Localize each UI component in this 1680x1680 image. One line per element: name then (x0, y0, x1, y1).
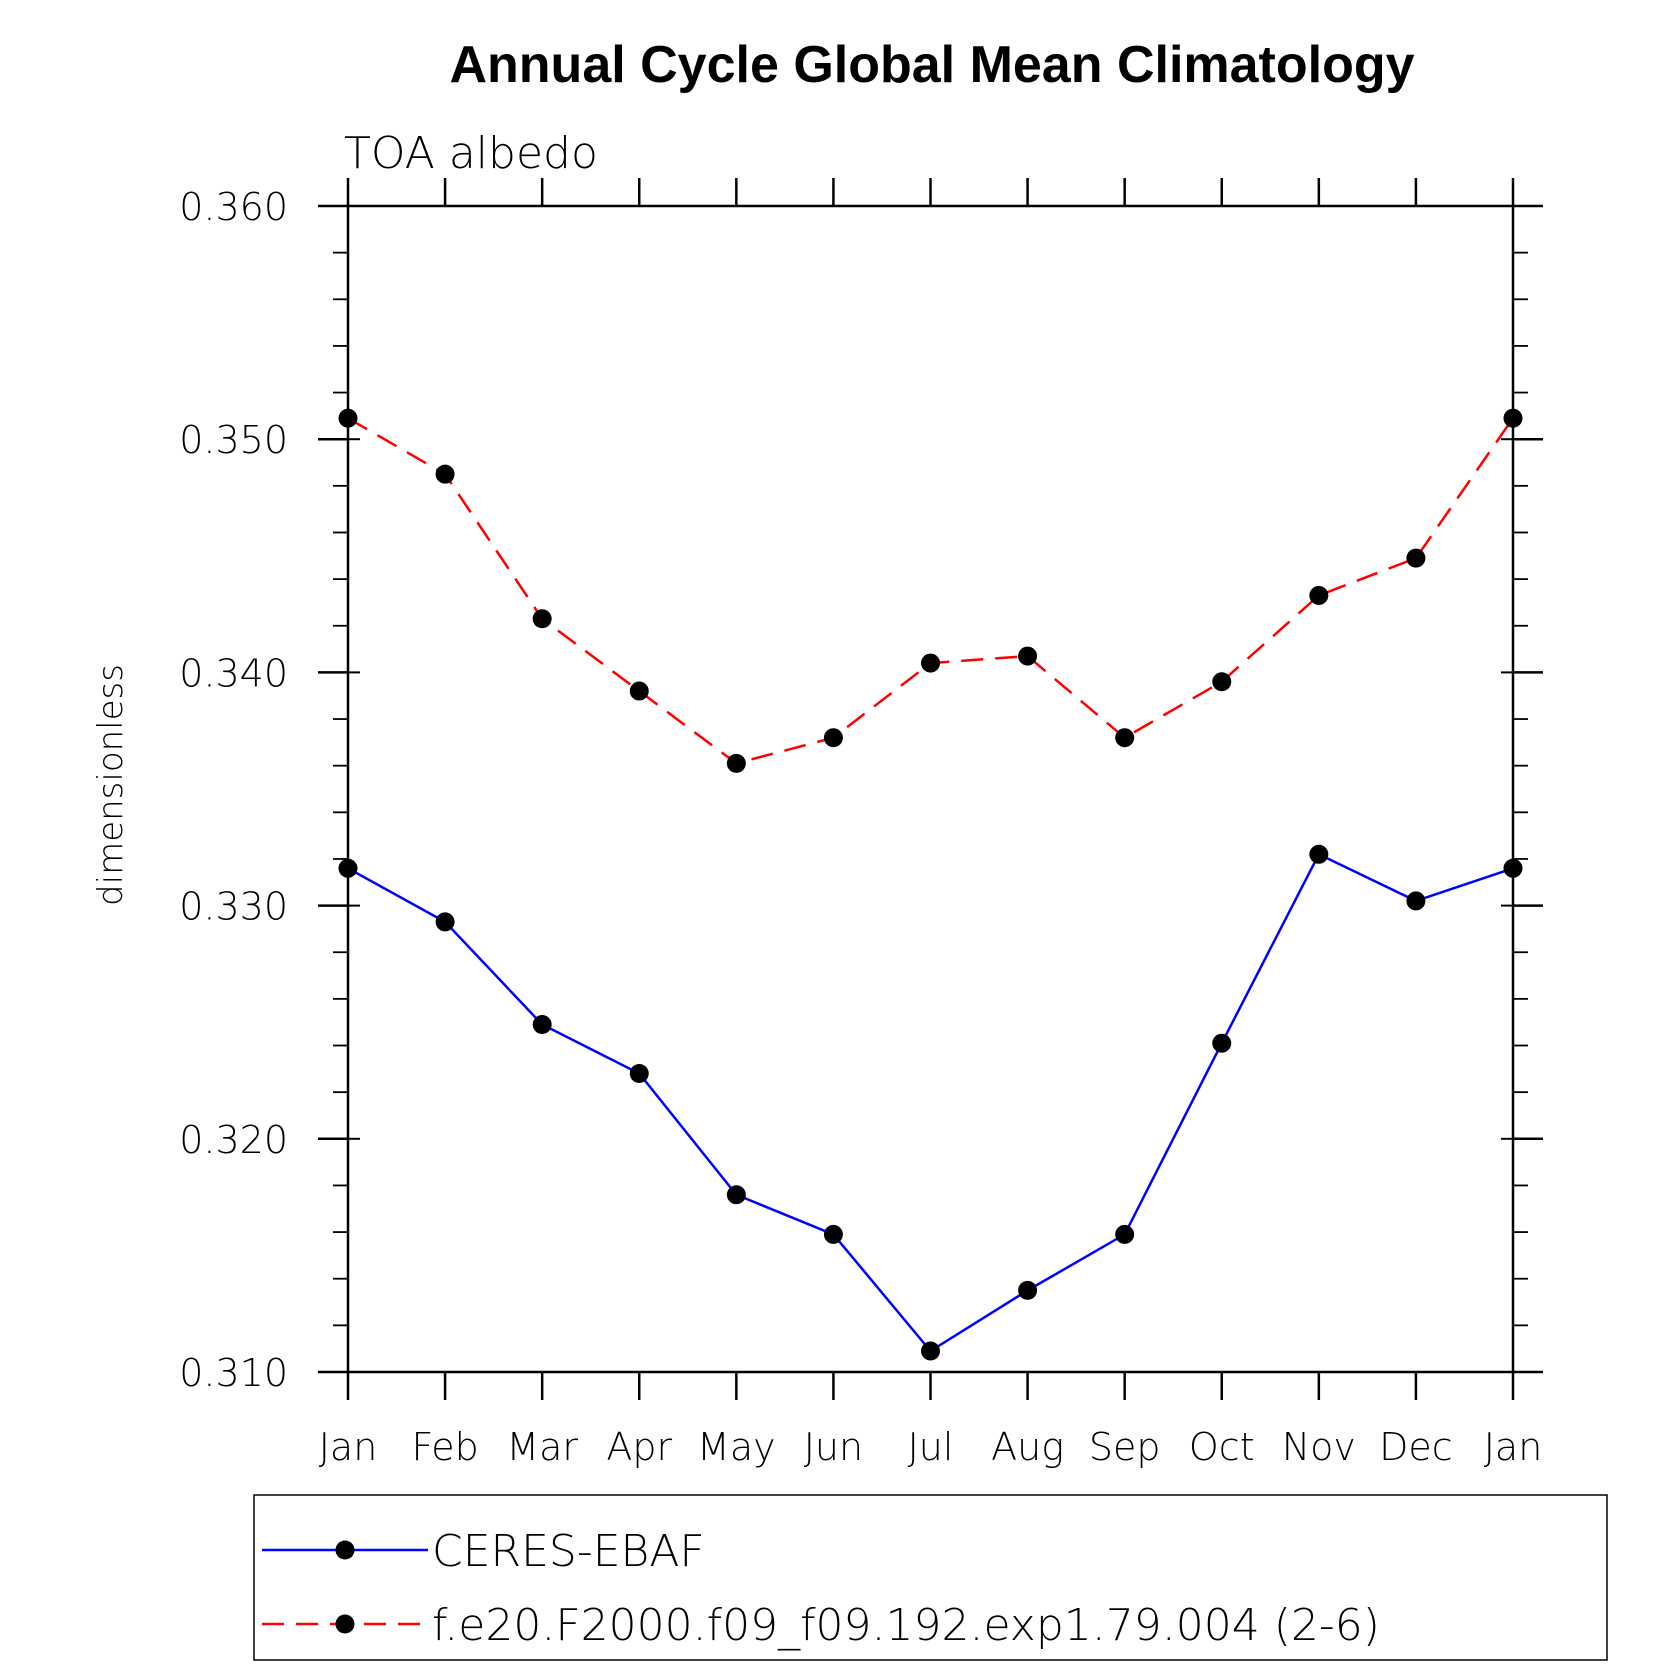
data-point (1406, 891, 1426, 911)
x-tick-label: Jan (1484, 1425, 1543, 1469)
data-point (1503, 408, 1523, 428)
data-point (629, 681, 649, 701)
x-tick-label: Mar (506, 1425, 578, 1469)
legend-box (253, 1494, 1608, 1661)
data-point (338, 408, 358, 428)
legend-label: f.e20.F2000.f09_f09.192.exp1.79.004 (2-6… (432, 1600, 1380, 1651)
x-tick-label: Aug (991, 1425, 1064, 1469)
x-tick-label: Apr (606, 1425, 672, 1469)
legend-item: f.e20.F2000.f09_f09.192.exp1.79.004 (2-6… (262, 1600, 1380, 1651)
x-tick-label: Jul (908, 1425, 954, 1469)
y-tick-label: 0.340 (179, 651, 288, 695)
data-point (1309, 585, 1329, 605)
data-point (1406, 548, 1426, 568)
plot-frame (346, 204, 1515, 1374)
x-tick-label: Oct (1189, 1425, 1255, 1469)
x-axis-ticks: Jan Feb Mar Apr May Jun Jul Aug Sep Oct Nov Dec Jan (319, 178, 1543, 1469)
data-point (921, 1341, 940, 1361)
y-axis-ticks: 0.310 0.320 0.330 0.340 0.350 0.360 (179, 185, 1543, 1395)
data-point (823, 1224, 843, 1244)
data-point (1503, 858, 1523, 878)
y-tick-label: 0.330 (179, 885, 288, 929)
series-1 (338, 408, 1523, 773)
legend-item: CERES-EBAF (262, 1526, 705, 1577)
x-tick-label: Nov (1282, 1425, 1356, 1469)
data-point (532, 1015, 552, 1035)
x-tick-label: May (697, 1425, 776, 1469)
data-point (1018, 646, 1038, 666)
data-point (1212, 672, 1232, 692)
data-point (1115, 1224, 1135, 1244)
legend-marker (335, 1614, 355, 1634)
data-point (532, 609, 552, 629)
data-point (823, 728, 843, 748)
legend: CERES-EBAF f.e20.F2000.f09_f09.192.exp1.7… (253, 1494, 1608, 1661)
x-tick-label: Jun (804, 1425, 863, 1469)
series-line (347, 417, 1515, 765)
y-tick-label: 0.350 (179, 418, 288, 462)
data-point (726, 753, 746, 773)
y-axis-label: dimensionless (91, 664, 131, 906)
x-tick-label: Feb (411, 1425, 478, 1469)
x-tick-label: Jan (319, 1425, 378, 1469)
x-tick-label: Dec (1379, 1425, 1453, 1469)
series-line (347, 852, 1514, 1353)
data-point (1018, 1280, 1038, 1300)
chart-title: Annual Cycle Global Mean Climatology (449, 36, 1414, 94)
data-point (1309, 844, 1329, 864)
data-point (1212, 1033, 1232, 1053)
y-tick-label: 0.320 (179, 1118, 288, 1162)
chart-subtitle: TOA albedo (344, 128, 598, 179)
legend-marker (335, 1540, 355, 1560)
data-point (338, 858, 358, 878)
y-tick-label: 0.360 (179, 185, 288, 229)
plot-border (346, 204, 1515, 1374)
data-point (435, 912, 455, 932)
data-point (726, 1185, 746, 1205)
data-point (629, 1064, 649, 1084)
data-point (435, 464, 455, 484)
data-point (1115, 728, 1135, 748)
series-layer (338, 408, 1523, 1361)
data-point (921, 653, 940, 673)
series-0 (338, 844, 1523, 1361)
legend-label: CERES-EBAF (432, 1526, 705, 1577)
y-tick-label: 0.310 (179, 1351, 288, 1395)
x-tick-label: Sep (1089, 1425, 1161, 1469)
